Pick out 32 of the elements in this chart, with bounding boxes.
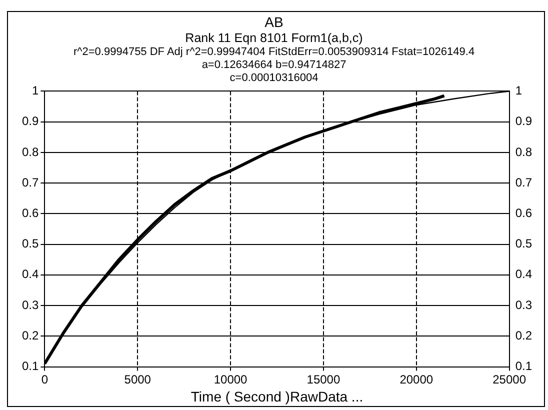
y2-tick-label: 0.5 [515,236,532,251]
x-tick-label: 25000 [492,372,526,386]
y-tick-label: 0.6 [22,206,39,220]
y-tick-label: 1 [32,84,39,98]
y2-tick-label: 1 [515,84,522,98]
y2-tick-label: 0.4 [515,267,532,282]
x-tick-label: 0 [41,372,48,386]
y-tick-label: 0.5 [22,236,39,251]
y2-tick-label: 0.8 [515,144,532,159]
y-tick-label: 0.1 [22,359,39,374]
y-tick-label: 0.9 [22,114,39,128]
x-tick-label: 20000 [400,372,434,386]
y2-tick-label: 0.9 [515,114,532,128]
y2-tick-label: 0.3 [515,298,532,312]
y-tick-label: 0.7 [22,175,39,190]
y2-tick-label: 0.7 [515,175,532,190]
y-tick-label: 0.4 [22,267,39,282]
text: r^2=0.9994755 DF Adj r^2=0.99947404 FitStdErr=0.0053909314 Fstat=1026149.4 [72,46,476,59]
y-tick-label: 0.3 [22,298,39,312]
y-tick-label: 0.8 [22,144,39,159]
y-tick-label: 0.2 [22,328,39,342]
y2-tick-label: 0.1 [515,359,532,374]
y2-tick-label: 0.2 [515,328,532,342]
x-axis-title: Time ( Second )RawData ... [190,388,364,404]
x-tick-label: 15000 [306,372,340,386]
text: c=0.00010316004 [228,72,320,85]
chart-title: AB [264,14,284,31]
chart-subtitle: Rank 11 Eqn 8101 Form1(a,b,c) [184,31,364,46]
y2-tick-label: 0.6 [515,206,532,220]
x-tick-label: 5000 [124,372,152,386]
text: a=0.12634664 b=0.94714827 [200,59,348,72]
x-tick-label: 10000 [214,372,248,386]
